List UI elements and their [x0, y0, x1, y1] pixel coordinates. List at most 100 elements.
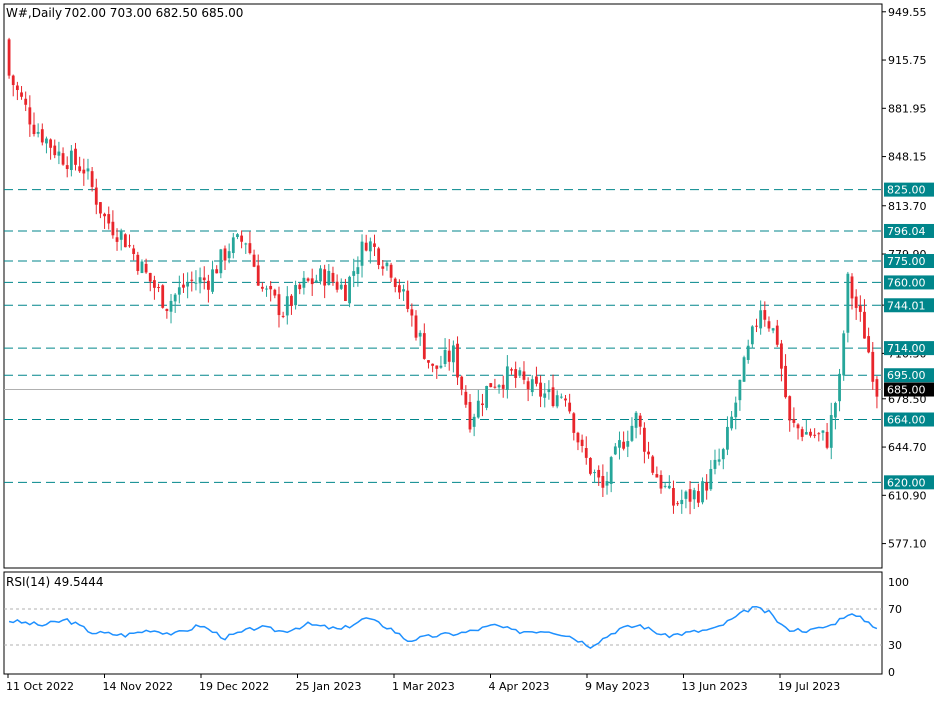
candle-body: [788, 396, 792, 421]
candle-body: [705, 482, 709, 491]
candle-body: [373, 243, 376, 247]
candle-body: [381, 266, 385, 269]
level-label: 664.00: [887, 414, 926, 427]
candle-body: [850, 276, 854, 299]
candle-body: [136, 254, 140, 271]
candle-body: [800, 429, 804, 437]
candle-body: [364, 242, 368, 251]
price-axis-tick-label: 813.70: [888, 200, 927, 213]
candle-body: [589, 457, 592, 474]
candle-body: [863, 311, 866, 339]
price-axis-tick-label: 949.55: [888, 6, 927, 19]
candle-body: [842, 333, 846, 376]
candle-body: [435, 365, 439, 369]
candle-body: [418, 332, 422, 337]
candle-body: [642, 427, 646, 452]
candle-body: [505, 366, 509, 390]
time-axis-tick-label: 9 May 2023: [585, 680, 650, 693]
candle-body: [398, 285, 401, 293]
candle-body: [717, 459, 721, 462]
candle-body: [36, 131, 40, 134]
candle-body: [692, 490, 696, 500]
candle-body: [829, 415, 833, 448]
candle-body: [834, 403, 837, 418]
time-axis-tick-label: 4 Apr 2023: [489, 680, 550, 693]
candle-body: [551, 387, 555, 407]
price-axis-tick-label: 848.15: [888, 151, 927, 164]
level-label-bg: [884, 341, 934, 356]
rsi-panel-frame: [3, 571, 883, 675]
candle-body: [584, 448, 588, 458]
candle-body: [709, 468, 713, 490]
candle-body: [335, 281, 339, 290]
rsi-axis-tick-label: 0: [888, 666, 895, 679]
candle-body: [273, 289, 277, 296]
candle-body: [456, 343, 459, 378]
candle-body: [352, 271, 356, 276]
candle-body: [780, 343, 783, 369]
candle-body: [738, 379, 742, 401]
candle-body: [489, 383, 493, 388]
level-label: 760.00: [887, 276, 926, 289]
candle-body: [244, 243, 248, 245]
candle-body: [497, 385, 501, 388]
candle-body: [45, 138, 48, 144]
candle-body: [65, 165, 69, 170]
candle-body: [28, 107, 32, 125]
candle-body: [356, 267, 360, 274]
candle-body: [804, 432, 808, 435]
candle-body: [393, 278, 397, 287]
time-axis-tick-label: 14 Nov 2022: [103, 680, 173, 693]
candle-body: [817, 433, 821, 435]
candle-body: [94, 187, 98, 205]
candle-body: [564, 398, 567, 401]
candle-body: [676, 503, 680, 505]
candle-body: [750, 326, 754, 345]
candle-body: [726, 426, 729, 450]
candle-body: [796, 424, 800, 429]
candle-body: [638, 415, 642, 427]
time-axis-tick-label: 25 Jan 2023: [296, 680, 362, 693]
candle-body: [339, 284, 343, 289]
level-label: 714.00: [887, 342, 926, 355]
candle-body: [422, 333, 426, 359]
candle-body: [618, 440, 621, 448]
rsi-line: [8, 605, 878, 649]
level-label: 796.04: [887, 225, 926, 238]
rsi-axis-tick-label: 70: [888, 603, 902, 616]
candle-body: [49, 139, 52, 148]
candle-body: [227, 251, 231, 259]
candle-body: [248, 243, 252, 254]
candle-body: [61, 153, 65, 165]
candle-body: [161, 285, 165, 308]
candle-body: [501, 384, 505, 389]
candle-body: [40, 129, 44, 143]
candle-body: [319, 268, 322, 282]
candle-body: [74, 148, 77, 165]
candle-body: [285, 296, 289, 316]
candle-body: [177, 287, 181, 295]
candle-body: [572, 413, 576, 433]
candle-body: [368, 241, 372, 252]
level-label-bg: [884, 298, 934, 313]
candle-body: [701, 481, 704, 503]
candle-body: [867, 336, 871, 353]
candle-body: [414, 315, 418, 338]
candle-body: [389, 264, 393, 278]
candle-body: [103, 213, 106, 217]
candle-body: [655, 474, 659, 478]
candle-body: [605, 481, 609, 486]
candle-body: [348, 276, 351, 304]
level-label: 695.00: [887, 369, 926, 382]
current-price-label-bg: [884, 382, 934, 397]
candle-body: [90, 171, 94, 187]
candle-body: [15, 85, 19, 91]
candle-body: [57, 151, 61, 156]
price-axis-tick-label: 881.95: [888, 102, 927, 115]
candle-body: [742, 357, 746, 382]
chart-header-ohlc: 702.00 703.00 682.50 685.00: [64, 6, 243, 20]
candle-body: [493, 386, 497, 388]
time-axis-tick-label: 13 Jun 2023: [682, 680, 748, 693]
